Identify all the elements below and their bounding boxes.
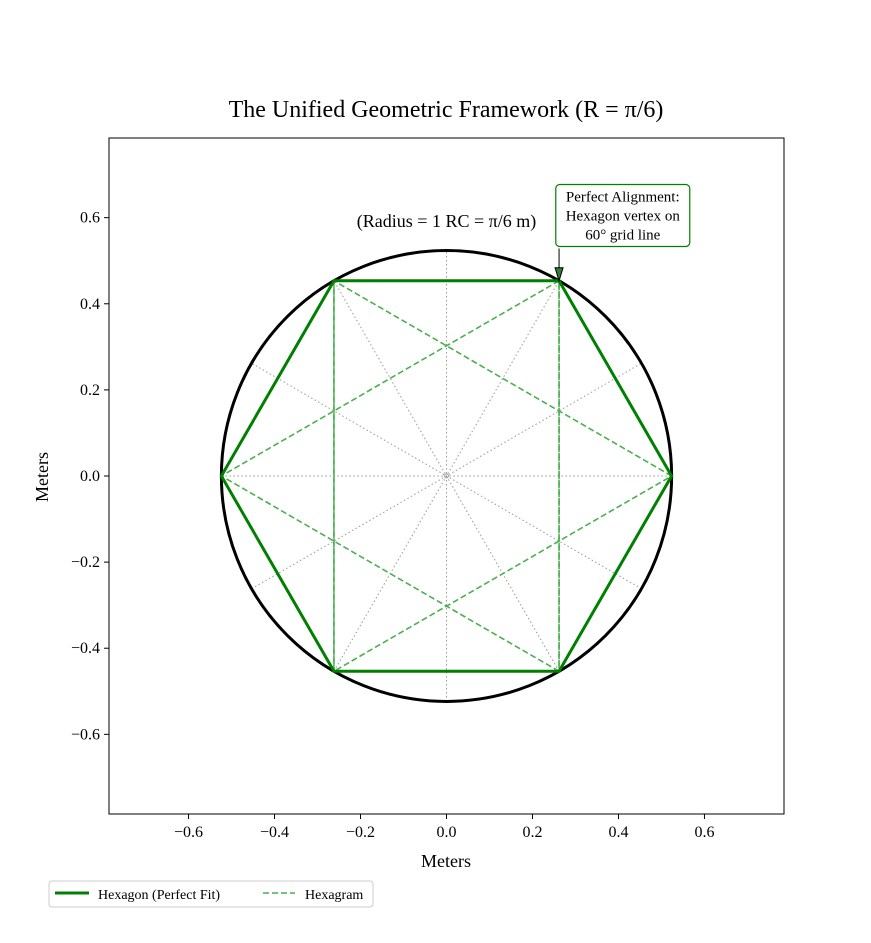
- y-tick-label: 0.6: [80, 210, 100, 227]
- x-tick-label: −0.2: [346, 824, 375, 841]
- x-tick-label: 0.6: [694, 824, 714, 841]
- callout-line-0: Perfect Alignment:: [566, 190, 680, 206]
- x-tick-label: −0.6: [174, 824, 203, 841]
- legend-label-hexagram: Hexagram: [305, 888, 363, 903]
- x-axis-label: Meters: [421, 851, 471, 871]
- legend-label-hexagon: Hexagon (Perfect Fit): [98, 888, 220, 903]
- radius-annotation: (Radius = 1 RC = π/6 m): [357, 211, 536, 232]
- y-axis-label: Meters: [32, 452, 52, 502]
- grid-line-150deg: [251, 362, 642, 590]
- y-tick-label: −0.4: [71, 640, 100, 657]
- callout-box: [555, 183, 691, 248]
- y-tick-label: 0.2: [80, 382, 100, 399]
- chart-title: The Unified Geometric Framework (R = π/6…: [229, 97, 664, 123]
- legend-frame: [48, 880, 374, 908]
- y-tick-label: −0.2: [71, 554, 100, 571]
- x-tick-label: 0.4: [608, 824, 628, 841]
- y-tick-label: 0.4: [80, 296, 100, 313]
- plot-content: (Radius = 1 RC = π/6 m) Perfect Alignment…: [219, 183, 691, 703]
- callout-arrow-head: [554, 267, 564, 283]
- x-tick-label: −0.4: [260, 824, 289, 841]
- callout-line-2: 60° grid line: [585, 228, 660, 244]
- x-tick-label: 0.2: [522, 824, 542, 841]
- x-axis: −0.6 −0.4 −0.2 0.0 0.2 0.4 0.6: [174, 814, 714, 841]
- y-axis: −0.6 −0.4 −0.2 0.0 0.2 0.4 0.6: [71, 210, 109, 743]
- y-tick-label: 0.0: [80, 468, 100, 485]
- hexagram-path-0: [333, 279, 674, 673]
- center-point: [444, 473, 449, 479]
- callout-line-1: Hexagon vertex on: [566, 209, 681, 225]
- y-tick-label: −0.6: [71, 726, 100, 743]
- x-tick-label: 0.0: [437, 824, 457, 841]
- legend: Hexagon (Perfect Fit) Hexagram: [48, 880, 374, 908]
